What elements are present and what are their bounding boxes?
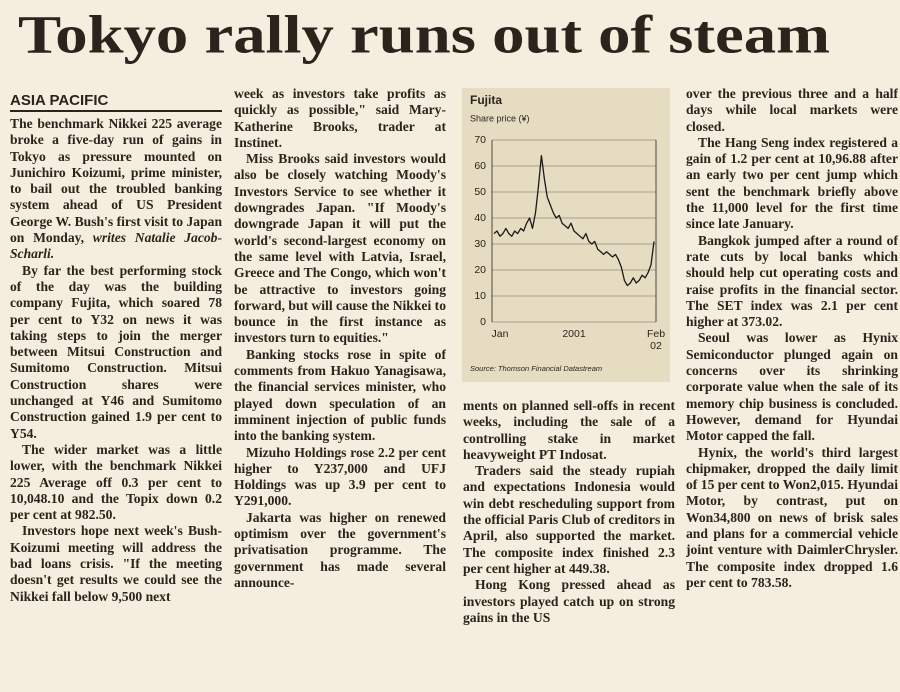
column: ASIA PACIFIC The benchmark Nikkei 225 ave… [10, 92, 222, 690]
y-tick-label: 10 [474, 290, 486, 302]
paragraph: Seoul was lower as Hynix Semiconductor p… [686, 330, 898, 444]
column: over the previous three and a half days … [686, 86, 898, 690]
text-run: By far the best performing stock of the … [10, 262, 222, 441]
text-run: Hynix, the world's third largest chipmak… [686, 444, 898, 590]
column: ments on planned sell-offs in recent wee… [463, 398, 675, 690]
x-tick-label: 2001 [562, 328, 586, 340]
text-run: Bangkok [698, 232, 751, 248]
text-run: ments on planned sell-offs in recent wee… [463, 398, 675, 462]
paragraph: Miss Brooks said investors would also be… [234, 151, 446, 347]
y-tick-label: 40 [474, 212, 486, 224]
text-run: week as investors take profits as quickl… [234, 86, 446, 150]
y-tick-label: 70 [474, 134, 486, 146]
text-run: was lower as Hynix Semiconductor plunged… [686, 330, 898, 444]
section-heading: ASIA PACIFIC [10, 92, 222, 112]
column: week as investors take profits as quickl… [234, 86, 446, 690]
text-run: Tokyo [10, 148, 46, 164]
paragraph: Jakarta was higher on renewed optimism o… [234, 510, 446, 591]
text-run: Seoul [698, 330, 730, 346]
text-run: The Hang Seng index registered a gain of… [686, 134, 898, 232]
y-axis-label: Share price (¥) [470, 113, 530, 123]
headline-area: Tokyo rally runs out of steam [18, 4, 830, 64]
paragraph: over the previous three and a half days … [686, 86, 898, 135]
text-run: Traders said the steady rupiah and expec… [463, 463, 675, 576]
x-tick-label: Jan [492, 328, 509, 340]
y-tick-label: 20 [474, 264, 486, 276]
paragraph: Hong Kong pressed ahead as investors pla… [463, 577, 675, 626]
text-run: The wider market was a little lower, wit… [10, 441, 222, 523]
chart-background [462, 88, 670, 382]
paragraph: Hynix, the world's third largest chipmak… [686, 445, 898, 592]
text-run: as pressure mounted on Junichiro Koizumi… [10, 148, 222, 246]
text-run: The benchmark Nikkei 225 average broke a… [10, 116, 222, 148]
paragraph: The Hang Seng index registered a gain of… [686, 135, 898, 233]
chart-source: Source: Thomson Financial Datastream [470, 364, 602, 373]
headline: Tokyo rally runs out of steam [18, 4, 830, 64]
y-tick-label: 50 [474, 186, 486, 198]
text-run: jumped after a round of rate cuts by loc… [686, 232, 898, 330]
text-run: Jakarta [246, 509, 292, 525]
text-run: Investors hope next week's Bush-Koizumi … [10, 523, 222, 604]
paragraph: Mizuho Holdings rose 2.2 per cent higher… [234, 445, 446, 510]
paragraph: Investors hope next week's Bush-Koizumi … [10, 523, 222, 604]
paragraph: Traders said the steady rupiah and expec… [463, 463, 675, 577]
paragraph: week as investors take profits as quickl… [234, 86, 446, 151]
text-run: over the previous three and a half days … [686, 86, 898, 134]
paragraph: The benchmark Nikkei 225 average broke a… [10, 116, 222, 263]
text-run: writes Natalie Jacob-Scharli. [10, 230, 222, 262]
chart: Fujita Share price (¥) Source: Thomson F… [462, 88, 670, 382]
text-run: Banking stocks rose in spite of comments… [234, 346, 446, 444]
chart-title: Fujita [470, 93, 502, 107]
y-tick-label: 0 [480, 316, 486, 328]
x-tick-label: Feb 02 [647, 328, 665, 352]
paragraph: The wider market was a little lower, wit… [10, 442, 222, 523]
text-run: Hong Kong [475, 577, 550, 593]
text-run: Miss Brooks said investors would also be… [234, 151, 446, 346]
price-line [493, 154, 655, 287]
y-tick-label: 30 [474, 238, 486, 250]
paragraph: Banking stocks rose in spite of comments… [234, 347, 446, 445]
text-run: pressed ahead as investors played catch … [463, 577, 675, 625]
text-run: was higher on renewed optimism over the … [234, 509, 446, 590]
y-tick-label: 60 [474, 160, 486, 172]
paragraph: ments on planned sell-offs in recent wee… [463, 398, 675, 463]
paragraph: By far the best performing stock of the … [10, 263, 222, 442]
paragraph: Bangkok jumped after a round of rate cut… [686, 233, 898, 331]
text-run: Mizuho Holdings rose 2.2 per cent higher… [234, 444, 446, 509]
